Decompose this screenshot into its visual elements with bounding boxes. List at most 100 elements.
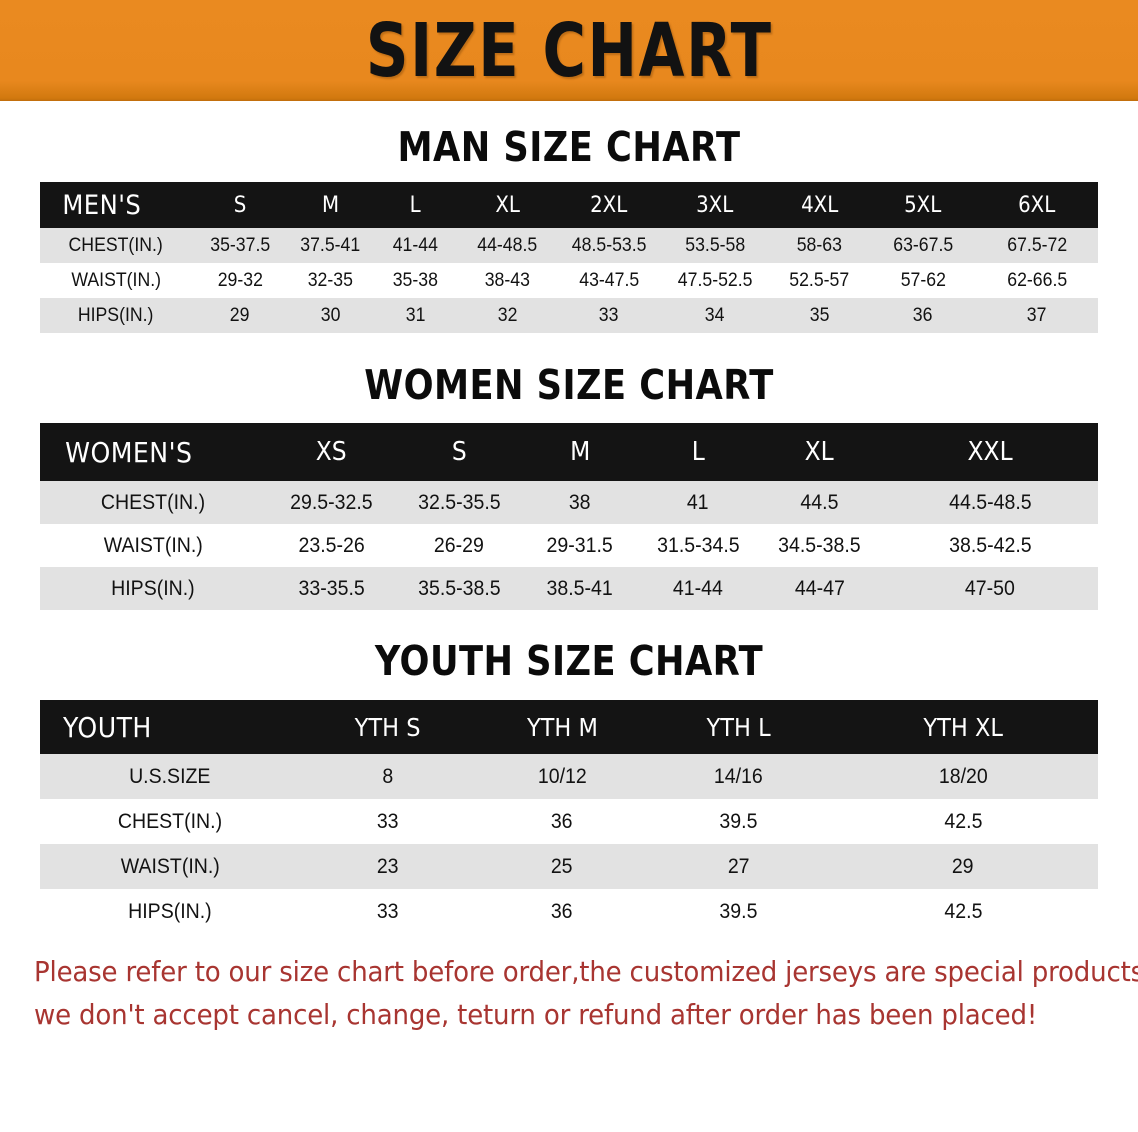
women-cell-2-5: 47-50 <box>882 567 1098 610</box>
women-header-label: WOMEN'S <box>40 423 266 481</box>
women-header-size-3: L <box>639 423 757 481</box>
youth-header-size-0: YTH S <box>300 700 475 754</box>
man-header-label: MEN'S <box>40 182 192 228</box>
man-cell-1-8: 62-66.5 <box>976 263 1098 298</box>
women-size-table: WOMEN'S XS S M L XL XXL CHEST(IN.) 29.5-… <box>40 423 1098 610</box>
women-cell-2-4: 44-47 <box>757 567 882 610</box>
youth-table-body: U.S.SIZE 8 10/12 14/16 18/20 CHEST(IN.) … <box>40 754 1098 934</box>
man-table-head: MEN'S S M L XL 2XL 3XL 4XL 5XL 6XL <box>40 182 1098 228</box>
youth-row-label-2: WAIST(IN.) <box>40 844 300 889</box>
youth-header-size-1: YTH M <box>475 700 649 754</box>
man-section-title: MAN SIZE CHART <box>397 123 741 171</box>
man-cell-2-1: 30 <box>288 298 373 333</box>
man-cell-2-4: 33 <box>557 298 661 333</box>
man-header-size-1: M <box>288 182 373 228</box>
man-header-size-6: 4XL <box>769 182 870 228</box>
youth-cell-1-2: 39.5 <box>649 799 828 844</box>
youth-section-title: YOUTH SIZE CHART <box>374 637 764 685</box>
man-cell-1-5: 47.5-52.5 <box>661 263 769 298</box>
women-header-size-4: XL <box>757 423 882 481</box>
youth-cell-0-0: 8 <box>300 754 475 799</box>
man-cell-0-1: 37.5-41 <box>288 228 373 263</box>
man-cell-0-7: 63-67.5 <box>870 228 976 263</box>
youth-row-label-1: CHEST(IN.) <box>40 799 300 844</box>
youth-cell-3-0: 33 <box>300 889 475 934</box>
women-row-label-0: CHEST(IN.) <box>40 481 266 524</box>
table-row: WAIST(IN.) 23.5-26 26-29 29-31.5 31.5-34… <box>40 524 1098 567</box>
women-cell-1-2: 29-31.5 <box>521 524 639 567</box>
women-section-title: WOMEN SIZE CHART <box>364 361 774 409</box>
women-cell-2-0: 33-35.5 <box>266 567 397 610</box>
women-cell-0-2: 38 <box>521 481 639 524</box>
man-cell-2-2: 31 <box>373 298 458 333</box>
man-header-size-5: 3XL <box>661 182 769 228</box>
youth-cell-1-0: 33 <box>300 799 475 844</box>
women-header-size-2: M <box>521 423 639 481</box>
page-banner: SIZE CHART <box>0 0 1138 101</box>
women-cell-0-4: 44.5 <box>757 481 882 524</box>
youth-row-label-3: HIPS(IN.) <box>40 889 300 934</box>
man-cell-1-3: 38-43 <box>458 263 557 298</box>
man-cell-0-6: 58-63 <box>769 228 870 263</box>
disclaimer-line-2: we don't accept cancel, change, teturn o… <box>34 998 1038 1032</box>
youth-cell-0-1: 10/12 <box>475 754 649 799</box>
women-cell-2-3: 41-44 <box>639 567 757 610</box>
youth-table-head: YOUTH YTH S YTH M YTH L YTH XL <box>40 700 1098 754</box>
women-cell-0-1: 32.5-35.5 <box>397 481 521 524</box>
youth-header-size-2: YTH L <box>649 700 828 754</box>
table-row: CHEST(IN.) 35-37.5 37.5-41 41-44 44-48.5… <box>40 228 1098 263</box>
man-header-size-7: 5XL <box>870 182 976 228</box>
women-cell-1-1: 26-29 <box>397 524 521 567</box>
women-cell-1-0: 23.5-26 <box>266 524 397 567</box>
women-cell-0-3: 41 <box>639 481 757 524</box>
man-cell-1-0: 29-32 <box>192 263 288 298</box>
man-header-size-0: S <box>192 182 288 228</box>
youth-cell-3-1: 36 <box>475 889 649 934</box>
man-cell-0-3: 44-48.5 <box>458 228 557 263</box>
women-table-body: CHEST(IN.) 29.5-32.5 32.5-35.5 38 41 44.… <box>40 481 1098 610</box>
table-row: HIPS(IN.) 33 36 39.5 42.5 <box>40 889 1098 934</box>
table-row: WAIST(IN.) 29-32 32-35 35-38 38-43 43-47… <box>40 263 1098 298</box>
youth-cell-0-3: 18/20 <box>828 754 1098 799</box>
man-cell-0-8: 67.5-72 <box>976 228 1098 263</box>
women-header-size-5: XXL <box>882 423 1098 481</box>
youth-cell-3-3: 42.5 <box>828 889 1098 934</box>
page-title: SIZE CHART <box>365 7 773 94</box>
youth-cell-0-2: 14/16 <box>649 754 828 799</box>
women-header-size-1: S <box>397 423 521 481</box>
youth-cell-3-2: 39.5 <box>649 889 828 934</box>
women-cell-0-0: 29.5-32.5 <box>266 481 397 524</box>
man-cell-2-3: 32 <box>458 298 557 333</box>
youth-row-label-0: U.S.SIZE <box>40 754 300 799</box>
table-row: CHEST(IN.) 33 36 39.5 42.5 <box>40 799 1098 844</box>
man-cell-1-4: 43-47.5 <box>557 263 661 298</box>
women-cell-0-5: 44.5-48.5 <box>882 481 1098 524</box>
youth-cell-1-1: 36 <box>475 799 649 844</box>
youth-cell-2-1: 25 <box>475 844 649 889</box>
table-row: U.S.SIZE 8 10/12 14/16 18/20 <box>40 754 1098 799</box>
man-header-size-8: 6XL <box>976 182 1098 228</box>
man-row-label-2: HIPS(IN.) <box>40 298 192 333</box>
youth-cell-1-3: 42.5 <box>828 799 1098 844</box>
women-row-label-2: HIPS(IN.) <box>40 567 266 610</box>
man-cell-0-2: 41-44 <box>373 228 458 263</box>
youth-cell-2-0: 23 <box>300 844 475 889</box>
women-cell-2-2: 38.5-41 <box>521 567 639 610</box>
women-header-size-0: XS <box>266 423 397 481</box>
man-cell-2-7: 36 <box>870 298 976 333</box>
man-row-label-1: WAIST(IN.) <box>40 263 192 298</box>
youth-cell-2-3: 29 <box>828 844 1098 889</box>
man-cell-2-6: 35 <box>769 298 870 333</box>
youth-cell-2-2: 27 <box>649 844 828 889</box>
man-cell-2-8: 37 <box>976 298 1098 333</box>
women-row-label-1: WAIST(IN.) <box>40 524 266 567</box>
youth-size-table: YOUTH YTH S YTH M YTH L YTH XL U.S.SIZE … <box>40 700 1098 934</box>
table-row: CHEST(IN.) 29.5-32.5 32.5-35.5 38 41 44.… <box>40 481 1098 524</box>
women-cell-1-5: 38.5-42.5 <box>882 524 1098 567</box>
youth-header-size-3: YTH XL <box>828 700 1098 754</box>
disclaimer-line-1: Please refer to our size chart before or… <box>34 955 1138 988</box>
women-header-row: WOMEN'S XS S M L XL XXL <box>40 423 1098 481</box>
youth-header-row: YOUTH YTH S YTH M YTH L YTH XL <box>40 700 1098 754</box>
women-table-head: WOMEN'S XS S M L XL XXL <box>40 423 1098 481</box>
man-header-row: MEN'S S M L XL 2XL 3XL 4XL 5XL 6XL <box>40 182 1098 228</box>
